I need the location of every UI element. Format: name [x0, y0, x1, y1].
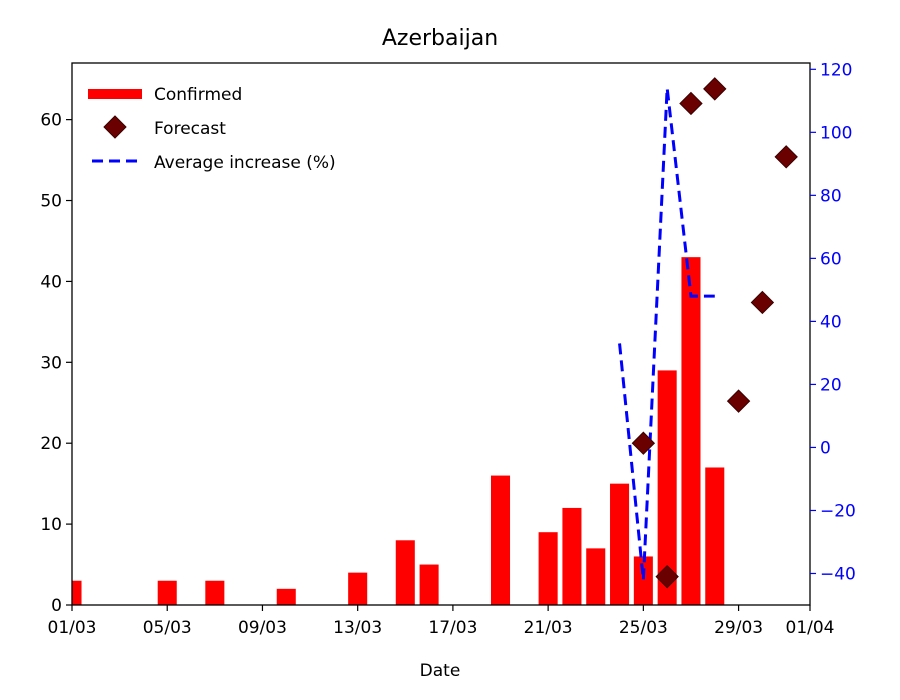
bar-confirmed: [610, 483, 630, 605]
bar-confirmed: [633, 556, 653, 605]
forecast-points-layer: [631, 77, 798, 589]
y2-tick-label: 40: [820, 312, 842, 332]
point-forecast: [655, 564, 679, 589]
y2-tick-label: 100: [820, 123, 852, 143]
y2-tick-label: −40: [820, 564, 856, 584]
average-line-layer: [618, 88, 715, 580]
bar-confirmed: [205, 580, 225, 605]
x-tick-label: 25/03: [619, 618, 668, 638]
bar-confirmed: [586, 548, 606, 605]
point-forecast: [726, 389, 751, 413]
bar-confirmed: [562, 507, 582, 605]
point-forecast: [774, 145, 798, 169]
bar-confirmed: [705, 467, 725, 605]
bar-confirmed: [490, 475, 511, 605]
y-tick-label: 0: [51, 596, 62, 616]
bar-confirmed: [395, 540, 415, 605]
legend-label-forecast: Forecast: [154, 119, 226, 139]
y2-tick-label: 80: [820, 186, 842, 206]
y-tick-label: 30: [40, 353, 62, 373]
bar-confirmed: [419, 564, 439, 605]
y2-tick-label: −20: [820, 501, 856, 521]
y2-tick-label: 60: [820, 249, 842, 269]
chart-title: Azerbaijan: [382, 26, 498, 51]
legend: Confirmed Forecast Average increase (%): [88, 85, 336, 173]
x-tick-label: 21/03: [524, 618, 573, 638]
y2-tick-label: 120: [820, 60, 852, 80]
bar-confirmed: [681, 257, 701, 605]
y-tick-label: 40: [40, 272, 62, 292]
y-axis-right: −40 −20 0 20 40 60 80 100 120: [810, 60, 856, 584]
bar-confirmed: [276, 588, 296, 605]
plot-frame: [71, 62, 811, 606]
x-tick-label: 09/03: [238, 618, 287, 638]
series-line-average-increase: [618, 88, 715, 580]
x-axis-label: Date: [420, 661, 461, 681]
y-axis-left: 0 10 20 30 40 50 60: [40, 111, 72, 616]
legend-swatch-confirmed: [88, 89, 142, 99]
x-tick-label: 29/03: [714, 618, 763, 638]
x-tick-label: 13/03: [333, 618, 382, 638]
point-forecast: [750, 290, 775, 315]
bars-layer: [72, 257, 725, 605]
y-tick-label: 10: [40, 515, 62, 535]
legend-label-average: Average increase (%): [154, 153, 336, 173]
x-tick-label: 01/04: [786, 618, 835, 638]
bar-confirmed: [538, 532, 558, 605]
y-tick-label: 20: [40, 434, 62, 454]
y-tick-label: 60: [40, 111, 62, 131]
x-tick-label: 17/03: [428, 618, 477, 638]
x-tick-label: 01/03: [48, 618, 97, 638]
point-forecast: [631, 431, 656, 455]
bar-confirmed: [348, 572, 368, 605]
legend-label-confirmed: Confirmed: [154, 85, 242, 105]
y2-tick-label: 20: [820, 375, 842, 395]
point-forecast: [703, 77, 727, 101]
bar-confirmed: [657, 370, 677, 605]
bar-confirmed: [157, 580, 177, 605]
x-axis: 01/03 05/03 09/03 13/03 17/03 21/03 25/03 29/03…: [48, 605, 835, 638]
bar-confirmed: [72, 580, 82, 605]
y2-tick-label: 0: [820, 438, 831, 458]
y-tick-label: 50: [40, 192, 62, 212]
x-tick-label: 05/03: [143, 618, 192, 638]
legend-swatch-forecast: [103, 115, 127, 139]
point-forecast: [679, 91, 703, 116]
